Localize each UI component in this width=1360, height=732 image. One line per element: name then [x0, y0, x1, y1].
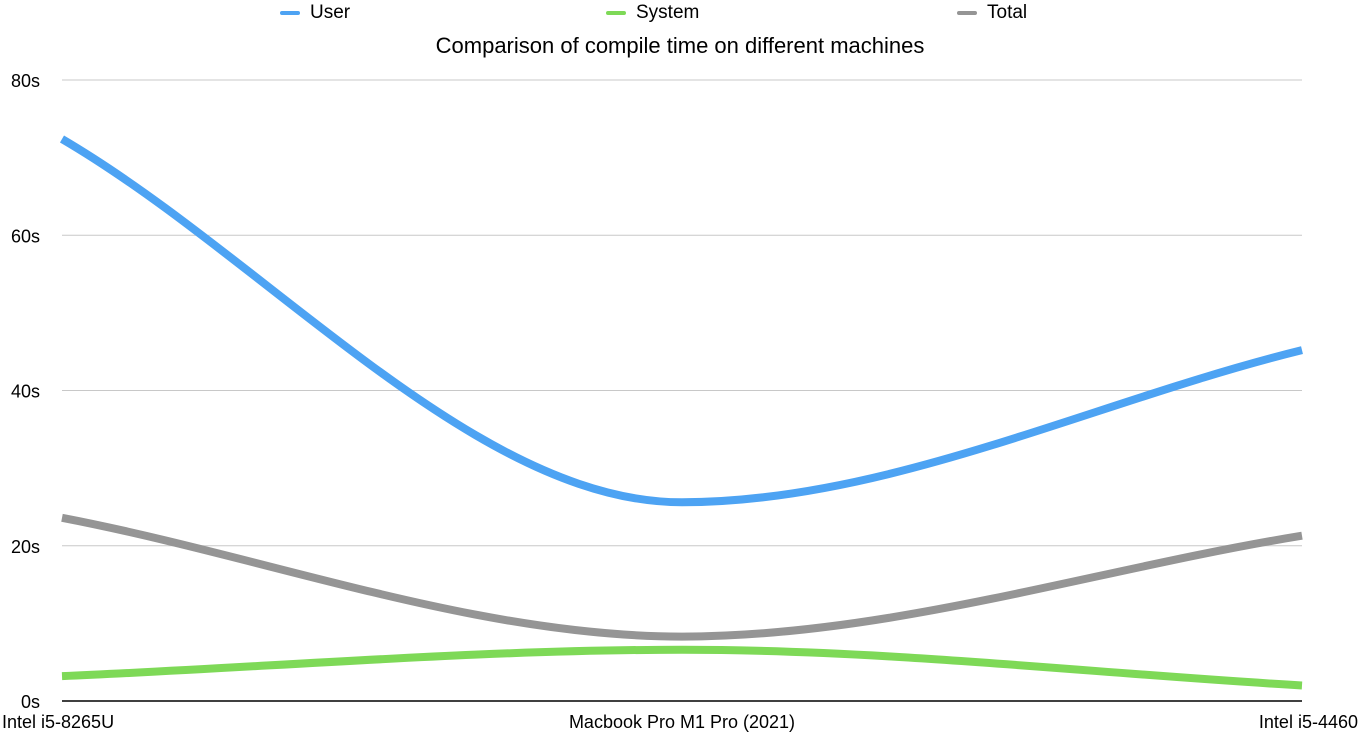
legend-label-system: System	[636, 2, 700, 23]
legend-item-total: Total	[957, 2, 1027, 24]
x-tick-label: Intel i5-4460	[1259, 712, 1358, 732]
series-line-total	[61, 513, 1303, 641]
y-tick-label: 60s	[11, 226, 40, 246]
legend-label-total: Total	[987, 2, 1028, 23]
legend-item-user: User	[280, 2, 350, 24]
x-tick-label: Intel i5-8265U	[2, 712, 114, 732]
y-tick-label: 20s	[11, 537, 40, 557]
y-tick-label: 80s	[11, 71, 40, 91]
chart-title: Comparison of compile time on different …	[435, 33, 925, 58]
legend-label-user: User	[310, 2, 351, 23]
y-tick-label: 0s	[21, 692, 40, 712]
legend-swatch-system	[606, 11, 626, 15]
legend-swatch-user	[280, 11, 300, 15]
series-line-system	[61, 645, 1303, 690]
series-line-user	[59, 135, 1303, 507]
chart-legend: User System Total	[0, 2, 1360, 24]
x-tick-label: Macbook Pro M1 Pro (2021)	[569, 712, 795, 732]
legend-item-system: System	[606, 2, 699, 24]
y-tick-label: 40s	[11, 382, 40, 402]
legend-swatch-total	[957, 11, 977, 15]
